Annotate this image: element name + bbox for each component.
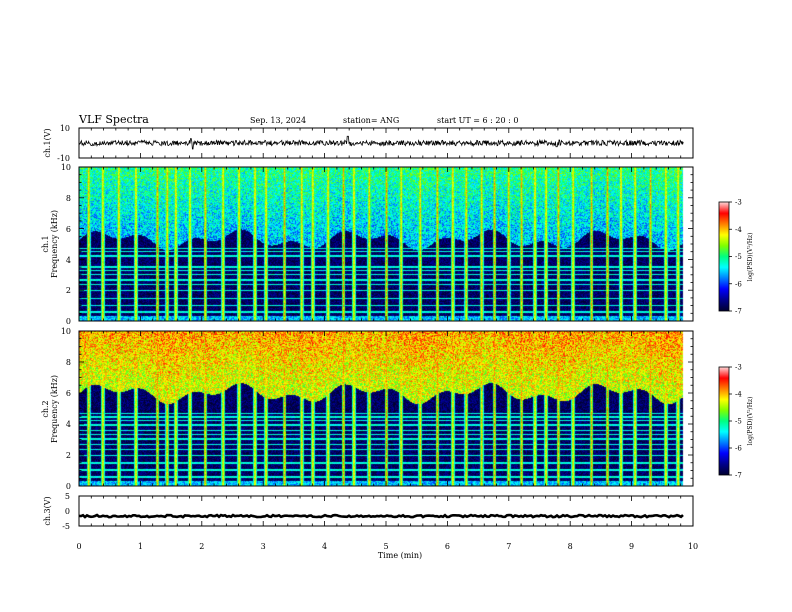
station-label: station= ANG bbox=[343, 116, 399, 125]
ch2-ytick-4: 4 bbox=[66, 420, 71, 429]
figure-title: VLF Spectra bbox=[78, 113, 149, 126]
ch1-ytick-2: 2 bbox=[66, 286, 71, 295]
time-tick-label: 4 bbox=[322, 542, 327, 551]
ch1-colorbar-ticks: -3 -4 -5 -6 -7 bbox=[729, 199, 742, 316]
ch1-ytick-4: 4 bbox=[66, 256, 71, 265]
start-time-label: start UT = 6 : 20 : 0 bbox=[437, 116, 518, 125]
ch2-ytick-8: 8 bbox=[66, 358, 71, 367]
ch1-trace bbox=[78, 135, 684, 150]
ch3-waveform-panel: 5 0 -5 ch.3(V) 0 1 2 3 4 5 6 7 8 9 10 Time (min) bbox=[43, 492, 698, 560]
ch1-colorbar-image bbox=[719, 202, 729, 311]
ch2-ytick-10: 10 bbox=[61, 327, 71, 336]
ch1-spectrogram-ticks bbox=[78, 166, 694, 322]
ch3-time-ticks bbox=[78, 496, 694, 526]
time-tick-label: 2 bbox=[199, 542, 204, 551]
colorbar-tick-label: -7 bbox=[735, 308, 742, 316]
ch3-ytick-neg5: -5 bbox=[62, 522, 70, 531]
ch1-ytick-0: 0 bbox=[66, 317, 71, 326]
colorbar-tick-label: -6 bbox=[735, 445, 742, 453]
ch1-spectrogram-panel: 10 8 6 4 2 0 ch.1 Frequency (kHz) bbox=[41, 163, 694, 326]
time-tick-label: 9 bbox=[629, 542, 634, 551]
time-tick-label: 7 bbox=[506, 542, 511, 551]
ch3-ytick-0: 0 bbox=[65, 507, 70, 516]
ch1-time-ticks bbox=[78, 128, 694, 158]
ch1-ytick-bottom: -10 bbox=[57, 154, 70, 163]
ch2-spectrogram-ticks bbox=[78, 330, 694, 487]
ch1-frequency-label: Frequency (kHz) bbox=[50, 210, 59, 278]
ch2-frequency-label: Frequency (kHz) bbox=[50, 375, 59, 443]
ch1-spectrogram-image bbox=[79, 167, 693, 321]
colorbar-tick-label: -4 bbox=[735, 226, 742, 234]
ch2-ytick-2: 2 bbox=[66, 451, 71, 460]
time-tick-label: 3 bbox=[261, 542, 266, 551]
ch2-ytick-0: 0 bbox=[66, 482, 71, 491]
ch1-ytick-6: 6 bbox=[66, 225, 71, 234]
ch2-spectrogram-image bbox=[79, 331, 693, 486]
ch1-ytick-10: 10 bbox=[61, 163, 71, 172]
time-tick-label: 1 bbox=[138, 542, 143, 551]
ch2-ytick-6: 6 bbox=[66, 389, 71, 398]
colorbar-tick-label: -5 bbox=[735, 418, 742, 426]
date-label: Sep. 13, 2024 bbox=[250, 116, 306, 125]
ch2-colorbar-label: log(PSD)(V²/Hz) bbox=[747, 397, 754, 446]
ch2-colorbar: -3 -4 -5 -6 -7 log(PSD)(V²/Hz) bbox=[718, 364, 754, 480]
ch1-colorbar: -3 -4 -5 -6 -7 log(PSD)(V²/Hz) bbox=[718, 199, 754, 316]
ch1-ytick-8: 8 bbox=[66, 194, 71, 203]
ch1-ylabel: ch.1(V) bbox=[43, 128, 52, 157]
ch3-trace bbox=[78, 513, 684, 519]
ch1-colorbar-label: log(PSD)(V²/Hz) bbox=[747, 233, 754, 282]
ch1-channel-label: ch.1 bbox=[41, 235, 50, 252]
ch2-spectrogram-panel: 10 8 6 4 2 0 ch.2 Frequency (kHz) bbox=[41, 327, 694, 491]
colorbar-tick-label: -7 bbox=[735, 472, 742, 480]
colorbar-tick-label: -5 bbox=[735, 253, 742, 261]
time-tick-label: 6 bbox=[445, 542, 450, 551]
time-tick-label: 0 bbox=[76, 542, 81, 551]
time-axis-title: Time (min) bbox=[378, 551, 422, 560]
ch2-colorbar-image bbox=[719, 367, 729, 475]
colorbar-tick-label: -3 bbox=[735, 364, 742, 372]
ch3-ylabel: ch.3(V) bbox=[43, 496, 52, 525]
ch3-ytick-5: 5 bbox=[65, 492, 70, 501]
ch2-channel-label: ch.2 bbox=[41, 400, 50, 417]
time-axis-labels: 0 1 2 3 4 5 6 7 8 9 10 bbox=[76, 542, 698, 551]
colorbar-tick-label: -4 bbox=[735, 391, 742, 399]
time-tick-label: 10 bbox=[688, 542, 698, 551]
time-tick-label: 5 bbox=[383, 542, 388, 551]
colorbar-tick-label: -3 bbox=[735, 199, 742, 207]
ch2-colorbar-ticks: -3 -4 -5 -6 -7 bbox=[729, 364, 742, 480]
ch1-ytick-top: 10 bbox=[60, 124, 70, 133]
colorbar-tick-label: -6 bbox=[735, 280, 742, 288]
time-tick-label: 8 bbox=[568, 542, 573, 551]
ch1-waveform-panel: 10 -10 ch.1(V) bbox=[43, 124, 694, 163]
